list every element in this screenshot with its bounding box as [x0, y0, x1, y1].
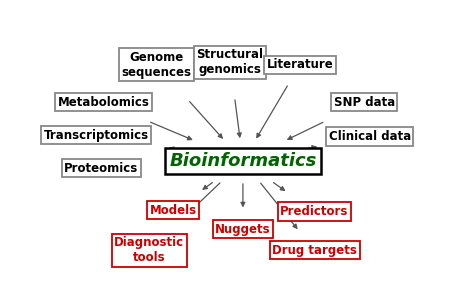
Text: Predictors: Predictors: [280, 205, 349, 218]
Text: Diagnostic
tools: Diagnostic tools: [114, 236, 184, 264]
Text: Bioinformatics: Bioinformatics: [169, 152, 317, 170]
Text: Models: Models: [150, 204, 197, 217]
Text: Literature: Literature: [266, 58, 333, 71]
Text: SNP data: SNP data: [334, 96, 395, 109]
Text: Nuggets: Nuggets: [215, 223, 271, 236]
Text: Genome
sequences: Genome sequences: [122, 51, 191, 79]
Text: Drug targets: Drug targets: [272, 244, 357, 257]
Text: Metabolomics: Metabolomics: [57, 96, 149, 109]
Text: Clinical data: Clinical data: [328, 130, 411, 143]
Text: Structural
genomics: Structural genomics: [197, 48, 264, 77]
Text: Proteomics: Proteomics: [64, 162, 138, 175]
Text: Transcriptomics: Transcriptomics: [44, 129, 148, 142]
